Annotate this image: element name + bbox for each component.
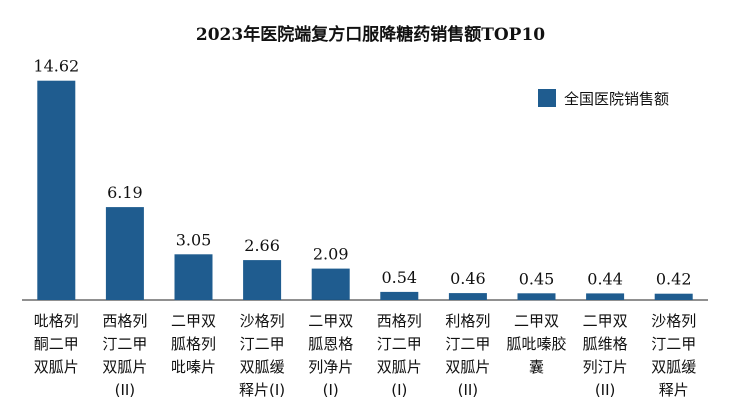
category-label-5-line-1: 汀二甲 <box>377 335 422 353</box>
category-label-8-line-2: 列汀片 <box>583 358 628 376</box>
category-label-0-line-0: 吡格列 <box>34 312 79 330</box>
category-label-3-line-1: 汀二甲 <box>240 335 285 353</box>
category-label-0-line-2: 双胍片 <box>34 358 79 376</box>
value-label-6: 0.46 <box>450 269 486 288</box>
bar-9 <box>654 293 693 300</box>
category-label-4-line-0: 二甲双 <box>308 312 353 330</box>
category-label-1-line-0: 西格列 <box>102 312 147 330</box>
category-label-7-line-2: 囊 <box>529 358 544 376</box>
value-label-0: 14.62 <box>33 57 79 76</box>
category-label-7-line-1: 胍吡嗪胶 <box>506 335 566 353</box>
category-label-1-line-2: 双胍片 <box>102 358 147 376</box>
category-label-5-line-2: 双胍片 <box>377 358 422 376</box>
legend-label: 全国医院销售额 <box>564 89 670 108</box>
category-label-0-line-1: 酮二甲 <box>34 335 79 353</box>
legend: 全国医院销售额 <box>538 88 669 108</box>
category-label-6-line-0: 利格列 <box>445 312 490 330</box>
value-label-7: 0.45 <box>519 269 555 288</box>
category-label-9-line-3: 释片 <box>659 381 689 399</box>
category-label-3-line-0: 沙格列 <box>240 312 285 330</box>
category-label-8-line-0: 二甲双 <box>583 312 628 330</box>
category-label-2-line-1: 胍格列 <box>171 335 216 353</box>
bar-5 <box>380 291 419 300</box>
category-label-6-line-3: (II) <box>458 381 479 399</box>
category-label-3-line-2: 双胍缓 <box>240 358 285 376</box>
category-label-2-line-2: 吡嗪片 <box>171 358 216 376</box>
value-label-5: 0.54 <box>381 268 417 287</box>
category-label-4-line-2: 列净片 <box>308 358 353 376</box>
category-label-4-line-3: (I) <box>323 381 339 399</box>
bar-2 <box>174 254 213 301</box>
value-label-9: 0.42 <box>656 270 692 289</box>
value-label-8: 0.44 <box>587 269 623 288</box>
category-label-1-line-3: (II) <box>115 381 136 399</box>
category-label-9-line-2: 双胍缓 <box>651 358 696 376</box>
category-label-9-line-1: 汀二甲 <box>651 335 696 353</box>
category-label-8-line-3: (II) <box>595 381 616 399</box>
bar-6 <box>448 293 487 300</box>
value-label-2: 3.05 <box>176 230 212 249</box>
legend-swatch <box>538 89 556 107</box>
category-label-5-line-3: (I) <box>391 381 407 399</box>
category-label-6-line-1: 汀二甲 <box>445 335 490 353</box>
category-label-6-line-2: 双胍片 <box>445 358 490 376</box>
category-label-9-line-0: 沙格列 <box>651 312 696 330</box>
bar-3 <box>243 260 282 300</box>
category-label-4-line-1: 胍恩格 <box>308 335 353 353</box>
bar-7 <box>517 293 556 301</box>
category-label-2-line-0: 二甲双 <box>171 312 216 330</box>
bar-0 <box>37 80 76 300</box>
category-label-7-line-0: 二甲双 <box>514 312 559 330</box>
category-label-5-line-0: 西格列 <box>377 312 422 330</box>
category-label-8-line-1: 胍维格 <box>583 335 628 353</box>
value-label-3: 2.66 <box>244 236 280 255</box>
value-label-1: 6.19 <box>107 183 143 202</box>
bar-8 <box>586 293 625 300</box>
category-label-1-line-1: 汀二甲 <box>102 335 147 353</box>
category-label-3-line-3: 释片(I) <box>239 381 285 399</box>
bar-1 <box>105 207 144 300</box>
value-label-4: 2.09 <box>313 245 349 264</box>
bar-4 <box>311 268 350 300</box>
chart-title: 2023年医院端复方口服降糖药销售额TOP10 <box>195 25 546 45</box>
